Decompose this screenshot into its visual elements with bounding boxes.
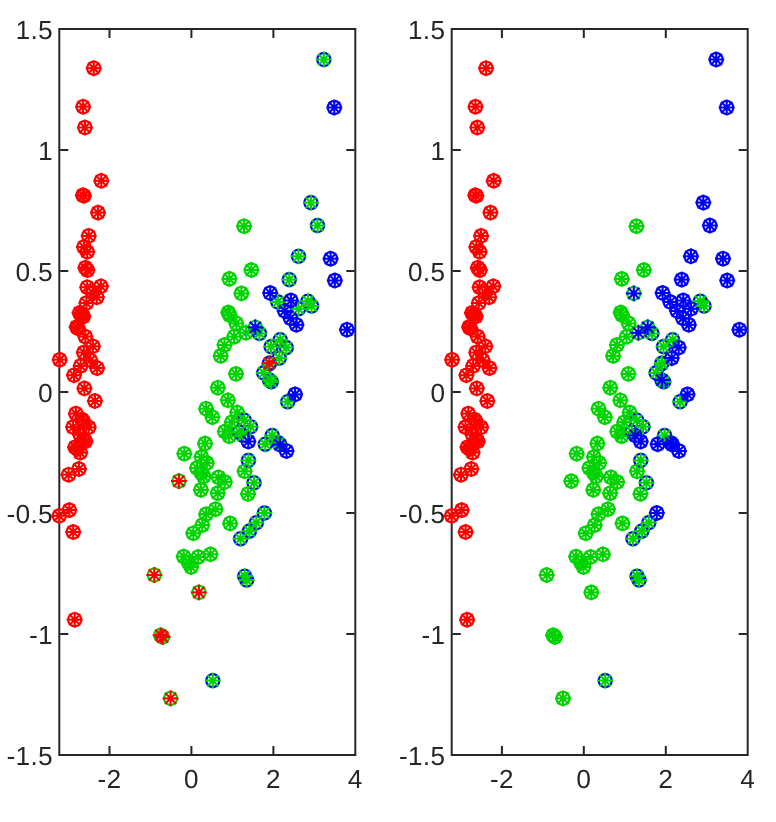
- svg-text:0: 0: [38, 378, 53, 408]
- svg-text:0.5: 0.5: [16, 257, 53, 287]
- svg-text:4: 4: [348, 764, 363, 794]
- svg-text:0: 0: [184, 764, 199, 794]
- svg-text:1.5: 1.5: [16, 15, 53, 45]
- svg-text:-1: -1: [29, 620, 53, 650]
- svg-text:-2: -2: [98, 764, 122, 794]
- svg-text:2: 2: [266, 764, 281, 794]
- svg-text:2: 2: [658, 764, 673, 794]
- svg-text:4: 4: [740, 764, 755, 794]
- svg-text:-1.5: -1.5: [7, 741, 53, 771]
- svg-text:-0.5: -0.5: [399, 499, 445, 529]
- svg-text:1: 1: [431, 136, 446, 166]
- svg-text:1: 1: [38, 136, 53, 166]
- svg-text:0: 0: [576, 764, 591, 794]
- svg-text:0.5: 0.5: [408, 257, 445, 287]
- svg-text:-1.5: -1.5: [399, 741, 445, 771]
- svg-text:0: 0: [431, 378, 446, 408]
- svg-text:-2: -2: [490, 764, 514, 794]
- svg-text:-0.5: -0.5: [7, 499, 53, 529]
- svg-text:1.5: 1.5: [408, 15, 445, 45]
- svg-text:-1: -1: [421, 620, 445, 650]
